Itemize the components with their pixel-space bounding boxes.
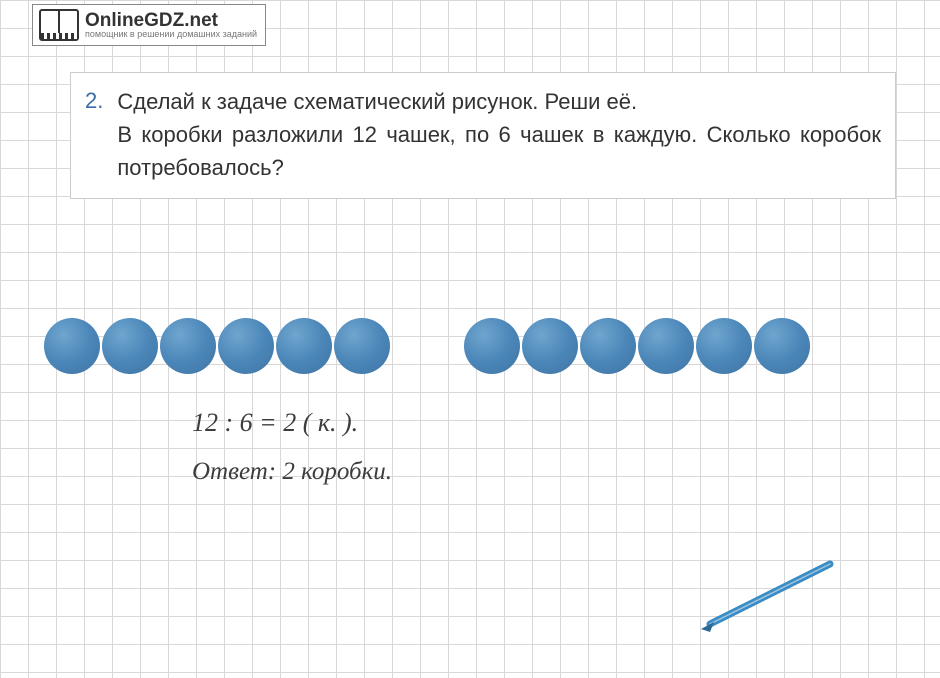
logo-text: OnlineGDZ.net помощник в решении домашни… [85,11,257,40]
circle [580,318,636,374]
problem-line-1: Сделай к задаче схематический рисунок. Р… [117,89,637,114]
solution-answer: Ответ: 2 коробки. [192,458,392,486]
site-logo: OnlineGDZ.net помощник в решении домашни… [32,4,266,46]
circle-group-1 [44,318,390,374]
schematic-diagram [44,318,810,374]
circle [696,318,752,374]
pencil-icon [690,552,850,642]
circle [754,318,810,374]
problem-text: Сделай к задаче схематический рисунок. Р… [117,85,881,184]
film-icon [39,9,79,41]
logo-title: OnlineGDZ.net [85,11,257,30]
problem-number: 2. [85,85,103,184]
circle-group-2 [464,318,810,374]
circle [218,318,274,374]
circle [276,318,332,374]
circle [464,318,520,374]
logo-subtitle: помощник в решении домашних заданий [85,30,257,40]
circle [102,318,158,374]
circle [638,318,694,374]
circle [522,318,578,374]
circle [334,318,390,374]
circle [44,318,100,374]
solution-equation: 12 : 6 = 2 ( к. ). [192,408,358,438]
problem-statement: 2. Сделай к задаче схематический рисунок… [70,72,896,199]
problem-line-2: В коробки разложили 12 чашек, по 6 чашек… [117,122,881,180]
circle [160,318,216,374]
